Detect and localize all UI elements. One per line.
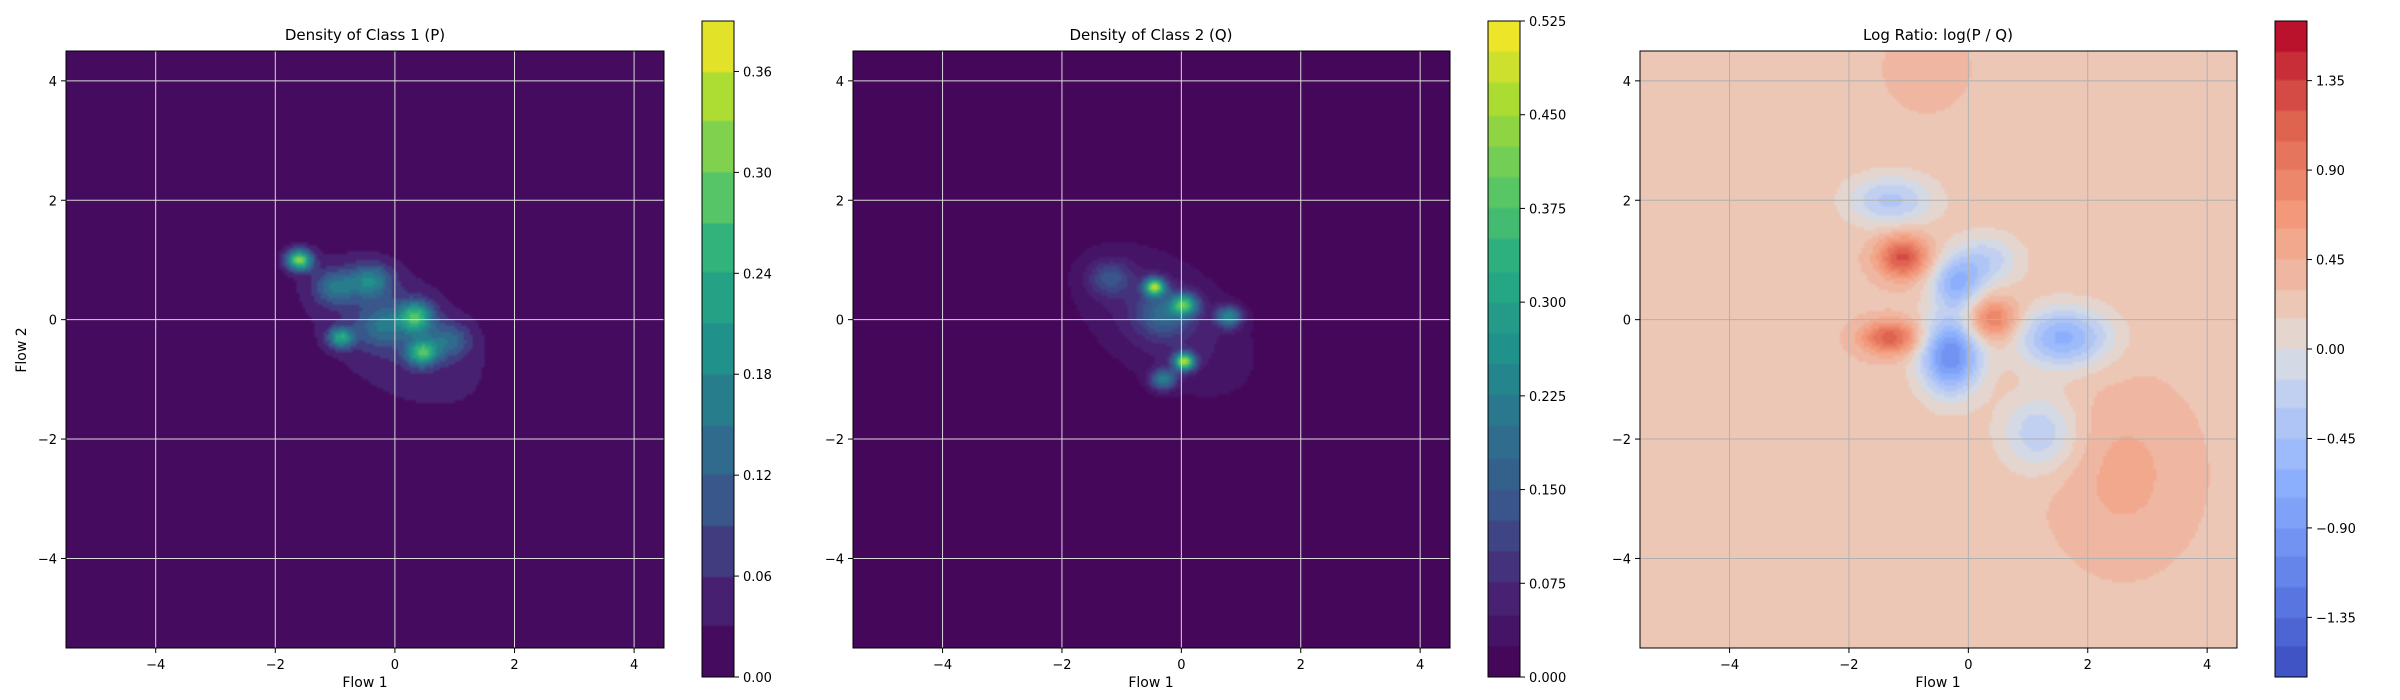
- panel-3-grid: [1640, 51, 2237, 648]
- x-tick-label: 0: [1177, 658, 1185, 673]
- x-tick-label: −2: [1839, 658, 1858, 673]
- y-tick-label: 0: [1623, 314, 1631, 329]
- panel-3-heatmap: [1640, 51, 2237, 648]
- panel-3-yticks: −4 −2 0 2 4: [1612, 75, 1640, 567]
- panel-2-yticks: −4 −2 0 2 4: [825, 75, 853, 567]
- panel-density-q: Density of Class 2 (Q) −4 −2 0 2 4 −4 −2 0 2 4 F…: [825, 15, 1566, 691]
- colorbar-tick-label: 1.35: [2316, 75, 2345, 90]
- colorbar-tick-label: 0.18: [743, 368, 772, 383]
- y-tick-label: 0: [49, 314, 57, 329]
- panel-2-grid: [853, 51, 1450, 648]
- y-tick-label: 2: [49, 194, 57, 209]
- colorbar-tick-label: 0.45: [2316, 254, 2345, 269]
- panel-2-colorbar-ticks: 0.000 0.075 0.150 0.225 0.300 0.375 0.450 0.525: [1520, 15, 1566, 686]
- panel-1-xlabel: Flow 1: [342, 675, 387, 691]
- x-tick-label: 2: [510, 658, 518, 673]
- x-tick-label: −4: [1720, 658, 1739, 673]
- panel-1-heatmap: [66, 51, 664, 648]
- panel-2-title: Density of Class 2 (Q): [1069, 26, 1232, 44]
- x-tick-label: 0: [391, 658, 399, 673]
- colorbar-tick-label: 0.00: [743, 671, 772, 686]
- panel-log-ratio: Log Ratio: log(P / Q) −4 −2 0 2 4 −4 −2 0 2 4 Fl…: [1612, 20, 2356, 691]
- x-tick-label: −4: [933, 658, 952, 673]
- panel-1-colorbar: [702, 21, 734, 677]
- colorbar-tick-label: 0.24: [743, 267, 772, 282]
- x-tick-label: −2: [1052, 658, 1071, 673]
- colorbar-tick-label: −0.90: [2316, 522, 2356, 537]
- x-tick-label: 4: [2203, 658, 2211, 673]
- x-tick-label: −2: [266, 658, 285, 673]
- colorbar-tick-label: 0.36: [743, 65, 772, 80]
- y-tick-label: 4: [49, 75, 57, 90]
- panel-2-frame: [852, 50, 1451, 649]
- y-tick-label: −2: [38, 433, 57, 448]
- panel-1-xticks: −4 −2 0 2 4: [146, 648, 638, 673]
- panel-1-grid: [66, 51, 664, 648]
- panel-2-colorbar: [1488, 21, 1520, 677]
- panel-2-colorbar-frame: [1487, 20, 1521, 678]
- x-tick-label: 0: [1964, 658, 1972, 673]
- colorbar-tick-label: 0.075: [1529, 577, 1566, 592]
- panel-1-colorbar-frame: [701, 20, 735, 678]
- panel-1-colorbar-ticks: 0.00 0.06 0.12 0.18 0.24 0.30 0.36: [734, 65, 772, 686]
- colorbar-tick-label: 0.06: [743, 570, 772, 585]
- colorbar-tick-label: 0.12: [743, 469, 772, 484]
- panel-1-yticks: −4 −2 0 2 4: [38, 75, 66, 567]
- y-tick-label: 0: [836, 314, 844, 329]
- x-tick-label: 4: [1416, 658, 1424, 673]
- colorbar-tick-label: −1.35: [2316, 611, 2356, 626]
- y-tick-label: −4: [1612, 552, 1631, 567]
- panel-1-frame: [65, 50, 665, 649]
- panel-3-frame: [1639, 50, 2238, 649]
- panel-1-title: Density of Class 1 (P): [285, 26, 445, 44]
- x-tick-label: 2: [1297, 658, 1305, 673]
- panel-3-xlabel: Flow 1: [1915, 675, 1960, 691]
- colorbar-tick-label: 0.000: [1529, 671, 1566, 686]
- colorbar-tick-label: 0.525: [1529, 15, 1566, 30]
- y-tick-label: −4: [38, 552, 57, 567]
- panel-3-title: Log Ratio: log(P / Q): [1863, 26, 2013, 44]
- y-tick-label: 2: [1623, 194, 1631, 209]
- y-tick-label: 4: [836, 75, 844, 90]
- colorbar-tick-label: 0.300: [1529, 296, 1566, 311]
- panel-2-xlabel: Flow 1: [1128, 675, 1173, 691]
- colorbar-tick-label: 0.90: [2316, 164, 2345, 179]
- panel-1-ylabel: Flow 2: [14, 327, 30, 372]
- panel-3-xticks: −4 −2 0 2 4: [1720, 648, 2211, 673]
- panel-2-heatmap: [853, 51, 1450, 648]
- x-tick-label: 2: [2084, 658, 2092, 673]
- y-tick-label: −4: [825, 552, 844, 567]
- colorbar-tick-label: 0.30: [743, 166, 772, 181]
- colorbar-tick-label: 0.225: [1529, 390, 1566, 405]
- colorbar-tick-label: 0.450: [1529, 109, 1566, 124]
- y-tick-label: −2: [1612, 433, 1631, 448]
- x-tick-label: 4: [630, 658, 638, 673]
- colorbar-tick-label: 0.375: [1529, 202, 1566, 217]
- panel-2-xticks: −4 −2 0 2 4: [933, 648, 1424, 673]
- y-tick-label: 2: [836, 194, 844, 209]
- panel-3-colorbar-ticks: −1.35 −0.90 −0.45 0.00 0.45 0.90 1.35: [2307, 75, 2356, 626]
- colorbar-tick-label: −0.45: [2316, 432, 2356, 447]
- y-tick-label: 4: [1623, 75, 1631, 90]
- y-tick-label: −2: [825, 433, 844, 448]
- colorbar-tick-label: 0.150: [1529, 484, 1566, 499]
- x-tick-label: −4: [146, 658, 165, 673]
- panel-3-colorbar: [2275, 21, 2307, 677]
- colorbar-tick-label: 0.00: [2316, 343, 2345, 358]
- panel-density-p: Density of Class 1 (P) −4 −2 0 2 4 −4 −2 0 2 4 F…: [14, 20, 772, 691]
